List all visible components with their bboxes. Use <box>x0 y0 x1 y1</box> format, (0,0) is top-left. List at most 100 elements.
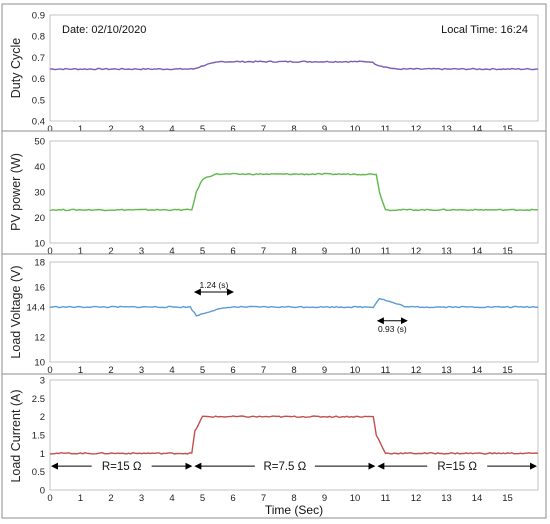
x-ticks: 0 1 2 3 4 5 6 7 8 9 10 11 12 13 14 15 <box>47 493 512 504</box>
y-tick-label: 0.7 <box>32 53 45 64</box>
region-label: R=7.5 Ω <box>263 461 306 473</box>
x-tick-label: 0 <box>47 493 52 504</box>
x-tick-label: 10 <box>350 124 361 135</box>
x-tick-label: 7 <box>261 365 266 376</box>
y-tick-label: 20 <box>34 213 45 224</box>
x-tick-label: 4 <box>169 246 174 257</box>
y-tick-label: 0.5 <box>32 95 45 106</box>
duration-annotation-1: 1.24 (s) <box>193 280 234 296</box>
x-tick-label: 3 <box>139 246 144 257</box>
y-ticks: 10 20 30 40 50 <box>34 137 45 250</box>
y-tick-label: 1.5 <box>32 431 45 442</box>
date-label: Date: 02/10/2020 <box>62 24 146 36</box>
y-axis-label: Load Voltage (V) <box>9 265 23 358</box>
y-tick-label: 1 <box>40 449 45 460</box>
y-tick-label: 0 <box>40 486 45 497</box>
x-tick-label: 1 <box>78 493 83 504</box>
x-ticks: 0 1 2 3 4 5 6 7 8 9 10 11 12 13 14 15 <box>47 124 512 135</box>
y-tick-label: 12 <box>34 333 45 344</box>
x-tick-label: 11 <box>381 365 391 376</box>
y-tick-label: 0.5 <box>32 467 45 478</box>
series-line <box>49 297 539 317</box>
panel-load-current: 00.511.522.53 0 1 2 3 4 5 6 7 8 9 10 11 12 13 14 15 Loa… <box>1 373 547 519</box>
x-tick-label: 2 <box>108 493 113 504</box>
x-tick-label: 8 <box>291 124 296 135</box>
x-tick-label: 5 <box>200 124 205 135</box>
plot-area <box>49 14 539 122</box>
x-tick-label: 14 <box>472 365 483 376</box>
x-tick-label: 11 <box>381 493 391 504</box>
duration-label: 1.24 (s) <box>200 280 229 290</box>
y-axis-label: PV power (W) <box>9 153 23 231</box>
x-tick-label: 12 <box>411 124 422 135</box>
x-tick-label: 6 <box>230 124 235 135</box>
y-tick-label: 2 <box>40 412 45 423</box>
y-tick-label: 14.4 <box>27 303 46 314</box>
y-tick-label: 50 <box>34 137 45 148</box>
y-tick-label: 10 <box>34 358 45 369</box>
x-tick-label: 13 <box>441 365 452 376</box>
x-tick-label: 0 <box>47 365 52 376</box>
x-ticks: 0 1 2 3 4 5 6 7 8 9 10 11 12 13 14 15 <box>47 246 512 257</box>
panel-frame <box>1 373 547 519</box>
x-tick-label: 12 <box>411 365 422 376</box>
x-tick-label: 1 <box>78 246 83 257</box>
plot-area <box>49 140 539 244</box>
x-tick-label: 9 <box>322 365 327 376</box>
x-tick-label: 6 <box>230 365 235 376</box>
x-tick-label: 3 <box>139 365 144 376</box>
y-ticks: 10 12 14.4 16 18 <box>27 258 46 369</box>
x-tick-label: 2 <box>108 365 113 376</box>
region-label: R=15 Ω <box>102 461 142 473</box>
x-tick-label: 7 <box>261 124 266 135</box>
x-tick-label: 9 <box>322 493 327 504</box>
x-tick-label: 14 <box>472 246 483 257</box>
x-tick-label: 9 <box>322 246 327 257</box>
x-tick-label: 4 <box>169 493 174 504</box>
y-tick-label: 0.9 <box>32 11 45 22</box>
x-tick-label: 12 <box>411 246 422 257</box>
y-axis-label: Load Current (A) <box>9 389 23 482</box>
x-tick-label: 8 <box>291 365 296 376</box>
x-tick-label: 1 <box>78 124 83 135</box>
x-tick-label: 3 <box>139 493 144 504</box>
y-tick-label: 40 <box>34 162 45 173</box>
y-tick-label: 18 <box>34 258 45 269</box>
x-tick-label: 3 <box>139 124 144 135</box>
x-tick-label: 15 <box>502 365 513 376</box>
x-tick-label: 9 <box>322 124 327 135</box>
y-tick-label: 16 <box>34 283 45 294</box>
y-tick-label: 0.4 <box>32 117 45 128</box>
region-2: R=7.5 Ω <box>194 461 376 473</box>
panel-frame <box>1 130 547 255</box>
x-tick-label: 2 <box>108 124 113 135</box>
x-tick-label: 14 <box>472 493 483 504</box>
y-tick-label: 3 <box>40 376 45 387</box>
duration-annotation-2: 0.93 (s) <box>376 317 408 334</box>
plot-area <box>49 379 539 491</box>
duration-label: 0.93 (s) <box>378 324 407 334</box>
x-axis-label: Time (Sec) <box>265 503 323 517</box>
series-line <box>49 60 538 71</box>
x-tick-label: 15 <box>502 493 513 504</box>
y-tick-label: 0.6 <box>32 74 45 85</box>
local-time-label: Local Time: 16:24 <box>441 24 528 36</box>
x-tick-label: 5 <box>200 246 205 257</box>
x-tick-label: 12 <box>411 493 422 504</box>
y-tick-label: 10 <box>34 239 45 250</box>
x-ticks: 0 1 2 3 4 5 6 7 8 9 10 11 12 13 14 15 <box>47 365 512 376</box>
y-axis-label: Duty Cycle <box>9 38 23 98</box>
panel-frame <box>1 3 547 132</box>
x-tick-label: 10 <box>350 493 361 504</box>
panel-duty-cycle: 0.40.50.60.70.80.9 0 1 2 3 4 5 6 7 8 9 10 11 12 13 14 1… <box>1 3 547 135</box>
x-tick-label: 4 <box>169 124 174 135</box>
x-tick-label: 14 <box>472 124 483 135</box>
x-tick-label: 6 <box>230 246 235 257</box>
series-line <box>49 415 539 455</box>
x-tick-label: 0 <box>47 246 52 257</box>
region-label: R=15 Ω <box>437 461 477 473</box>
plot-area <box>49 261 539 363</box>
x-tick-label: 8 <box>291 493 296 504</box>
